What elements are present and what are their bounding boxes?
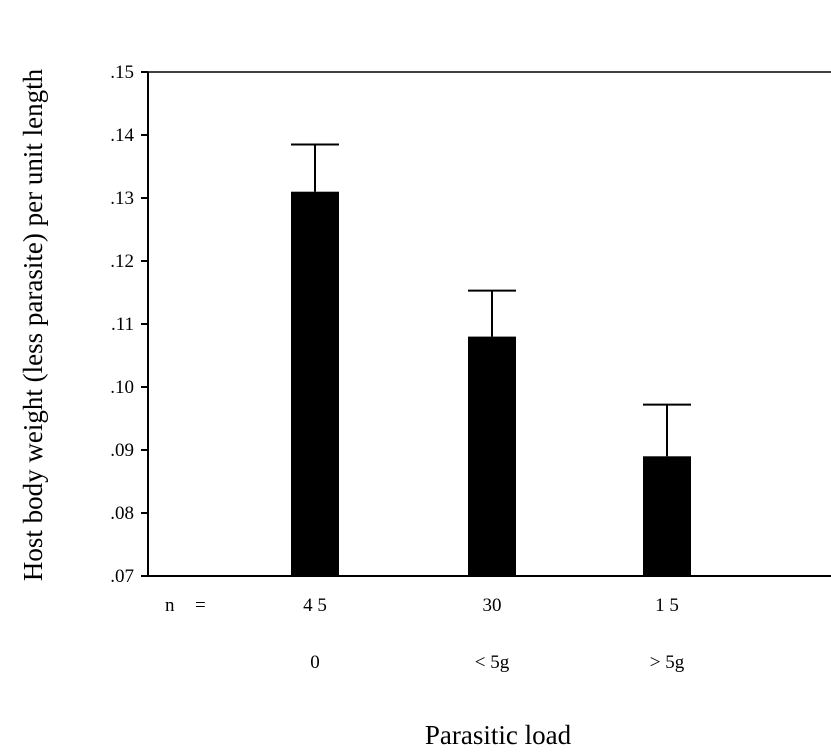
category-labels: 0 < 5g > 5g <box>310 652 684 673</box>
n-value-label: 1 5 <box>655 595 679 616</box>
bar <box>643 456 691 576</box>
bars <box>291 191 691 576</box>
n-equals-label: = <box>195 595 206 616</box>
y-ticks: .07 .08 .09 .10 .11 .12 .13 .14 .15 <box>110 62 148 587</box>
y-tick-label: .09 <box>110 440 134 461</box>
y-tick-label: .11 <box>111 314 134 335</box>
y-tick-label: .07 <box>110 566 134 587</box>
y-tick-label: .14 <box>110 125 134 146</box>
x-axis-title: Parasitic load <box>425 720 572 750</box>
n-labels: 4 5 30 1 5 <box>303 595 679 616</box>
n-value-label: 30 <box>483 595 502 616</box>
n-prefix-label: n <box>165 595 175 616</box>
category-label: > 5g <box>650 652 685 673</box>
y-tick-label: .12 <box>110 251 134 272</box>
error-bars <box>291 143 691 457</box>
bar <box>291 191 339 576</box>
y-axis-title: Host body weight (less parasite) per uni… <box>18 68 48 581</box>
y-tick-label: .08 <box>110 503 134 524</box>
y-tick-label: .10 <box>110 377 134 398</box>
n-value-label: 4 5 <box>303 595 327 616</box>
bar <box>468 336 516 576</box>
y-tick-label: .15 <box>110 62 134 83</box>
category-label: < 5g <box>475 652 510 673</box>
y-tick-label: .13 <box>110 188 134 209</box>
category-label: 0 <box>310 652 320 673</box>
